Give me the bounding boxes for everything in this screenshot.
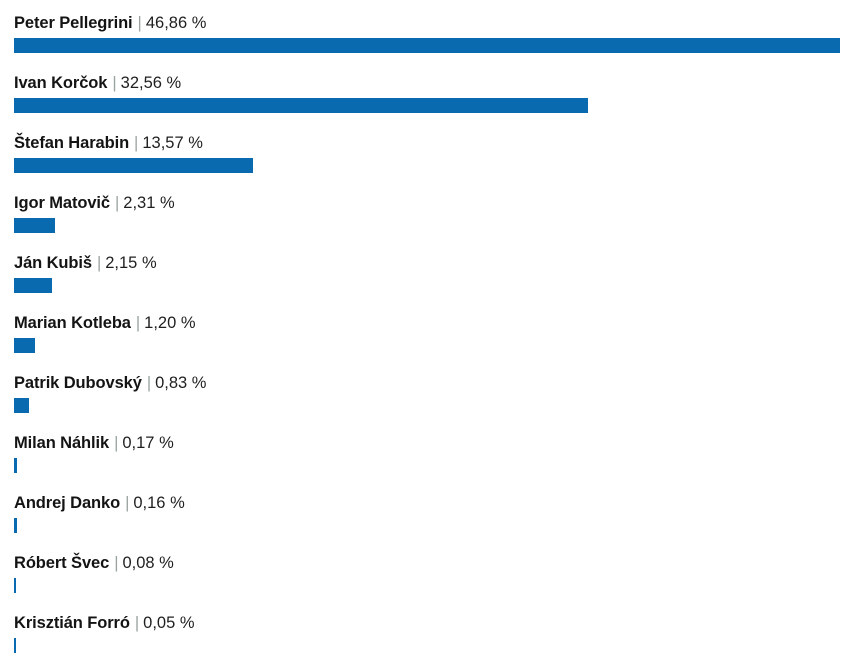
bar-track <box>14 278 852 293</box>
candidate-percentage: 0,83 % <box>155 374 207 392</box>
label-separator: | <box>96 254 102 272</box>
label-separator: | <box>134 134 139 152</box>
candidate-percentage: 0,08 % <box>122 554 174 572</box>
bar-fill <box>14 98 588 113</box>
bar-fill <box>14 638 16 653</box>
bar-fill <box>14 518 17 533</box>
result-row: Štefan Harabin | 13,57 % <box>0 120 866 180</box>
candidate-label: Ján Kubiš | 2,15 % <box>14 252 157 274</box>
result-row: Ivan Korčok | 32,56 % <box>0 60 866 120</box>
bar-track <box>14 518 852 533</box>
candidate-name: Peter Pellegrini <box>14 14 133 32</box>
candidate-percentage: 13,57 % <box>142 134 203 152</box>
candidate-percentage: 1,20 % <box>144 314 196 332</box>
candidate-percentage: 2,15 % <box>105 254 157 272</box>
result-row: Igor Matovič | 2,31 % <box>0 180 866 240</box>
label-separator: | <box>134 614 140 632</box>
result-row: Andrej Danko | 0,16 % <box>0 480 866 540</box>
bar-fill <box>14 218 55 233</box>
bar-track <box>14 38 852 53</box>
candidate-name: Andrej Danko <box>14 494 121 512</box>
bar-fill <box>14 578 16 593</box>
candidate-name: Milan Náhlik <box>14 434 110 452</box>
label-separator: | <box>125 494 130 512</box>
candidate-percentage: 0,16 % <box>133 494 185 512</box>
candidate-percentage: 32,56 % <box>120 74 182 92</box>
candidate-name: Róbert Švec <box>14 554 110 572</box>
bar-fill <box>14 338 36 353</box>
result-row: Róbert Švec | 0,08 % <box>0 540 866 600</box>
candidate-name: Ján Kubiš <box>14 254 92 272</box>
candidate-label: Igor Matovič | 2,31 % <box>14 192 175 214</box>
candidate-name: Krisztián Forró <box>14 614 130 632</box>
bar-fill <box>14 38 840 53</box>
candidate-percentage: 0,17 % <box>122 434 174 452</box>
bar-track <box>14 218 852 233</box>
label-separator: | <box>114 194 120 212</box>
bar-track <box>14 158 852 173</box>
bar-track <box>14 578 852 593</box>
result-row: Marian Kotleba | 1,20 % <box>0 300 866 360</box>
candidate-percentage: 0,05 % <box>143 614 195 632</box>
bar-track <box>14 98 852 113</box>
label-separator: | <box>135 314 141 332</box>
bar-fill <box>14 158 254 173</box>
candidate-name: Igor Matovič <box>14 194 110 212</box>
bar-fill <box>14 278 52 293</box>
candidate-percentage: 2,31 % <box>123 194 175 212</box>
label-separator: | <box>114 434 119 452</box>
candidate-name: Štefan Harabin <box>14 134 130 152</box>
candidate-name: Patrik Dubovský <box>14 374 142 392</box>
candidate-label: Ivan Korčok | 32,56 % <box>14 72 181 94</box>
candidate-label: Patrik Dubovský | 0,83 % <box>14 372 206 394</box>
candidate-name: Marian Kotleba <box>14 314 131 332</box>
candidate-name: Ivan Korčok <box>14 74 108 92</box>
bar-track <box>14 338 852 353</box>
candidate-label: Andrej Danko | 0,16 % <box>14 492 185 514</box>
candidate-percentage: 46,86 % <box>145 14 207 32</box>
result-row: Peter Pellegrini | 46,86 % <box>0 0 866 60</box>
bar-fill <box>14 398 29 413</box>
candidate-label: Štefan Harabin | 13,57 % <box>14 132 203 154</box>
result-row: Ján Kubiš | 2,15 % <box>0 240 866 300</box>
label-separator: | <box>112 74 117 92</box>
bar-track <box>14 458 852 473</box>
label-separator: | <box>137 14 142 32</box>
candidate-label: Peter Pellegrini | 46,86 % <box>14 12 206 34</box>
candidate-label: Róbert Švec | 0,08 % <box>14 552 174 574</box>
result-row: Patrik Dubovský | 0,83 % <box>0 360 866 420</box>
candidate-label: Krisztián Forró | 0,05 % <box>14 612 195 634</box>
bar-track <box>14 398 852 413</box>
candidate-label: Milan Náhlik | 0,17 % <box>14 432 174 454</box>
bar-fill <box>14 458 17 473</box>
candidate-label: Marian Kotleba | 1,20 % <box>14 312 196 334</box>
result-row: Krisztián Forró | 0,05 % <box>0 600 866 660</box>
bar-track <box>14 638 852 653</box>
label-separator: | <box>146 374 152 392</box>
result-row: Milan Náhlik | 0,17 % <box>0 420 866 480</box>
label-separator: | <box>114 554 119 572</box>
